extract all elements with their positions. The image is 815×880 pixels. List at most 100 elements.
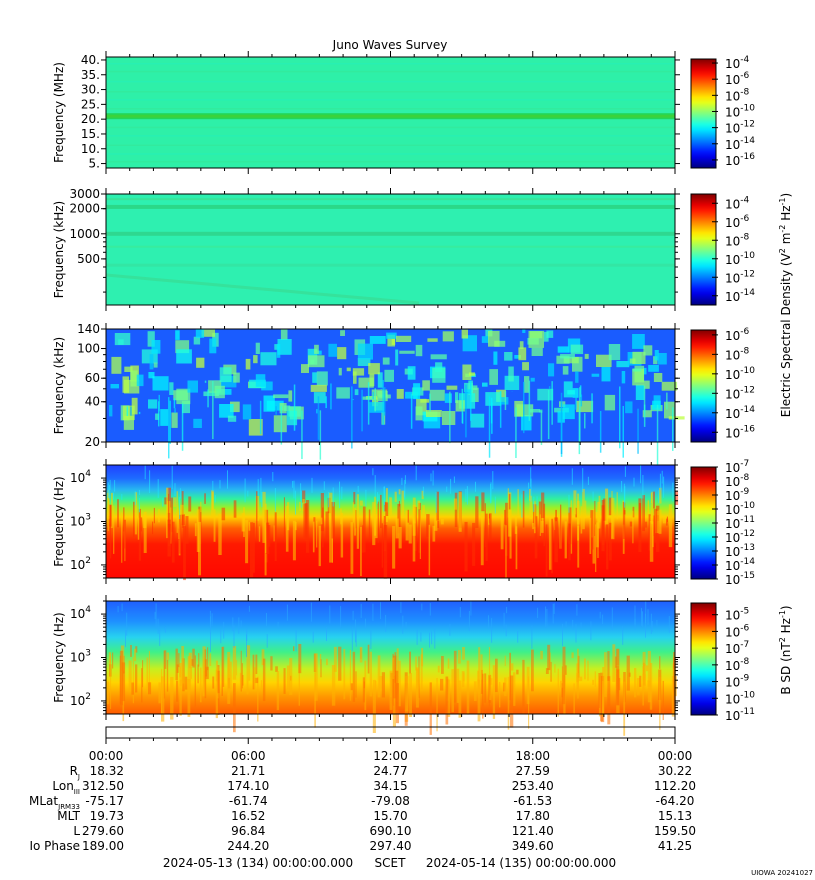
spectrogram-cell bbox=[193, 418, 202, 428]
spectrogram-cell bbox=[174, 483, 176, 496]
spectrogram-cell bbox=[252, 654, 255, 690]
spectrogram-cell bbox=[293, 646, 295, 652]
spectrogram-cell bbox=[222, 646, 225, 687]
spectrogram-cell bbox=[641, 607, 642, 626]
spectrogram-cell bbox=[465, 489, 467, 502]
spectrogram-cell bbox=[580, 506, 583, 534]
spectrogram-cell bbox=[492, 665, 496, 719]
spectrogram-cell bbox=[537, 388, 554, 401]
spectrogram-cell bbox=[420, 654, 423, 690]
spectrogram-cell bbox=[331, 502, 335, 539]
colorbar-tick-label: 10-9 bbox=[725, 674, 750, 690]
spectrogram-cell bbox=[384, 387, 386, 416]
spectrogram-cell bbox=[572, 619, 574, 630]
spectrogram-cell bbox=[435, 362, 443, 372]
spectrogram-cell bbox=[262, 658, 266, 702]
spectrogram-cell bbox=[181, 514, 185, 526]
spectrogram-cell bbox=[343, 649, 346, 700]
spectrogram-cell bbox=[622, 524, 625, 554]
spectrogram-cell bbox=[506, 606, 508, 614]
spectrogram-cell bbox=[553, 603, 555, 614]
spectrogram-cell bbox=[642, 495, 645, 532]
spectrogram-cell bbox=[242, 404, 252, 420]
spectrogram-cell bbox=[170, 497, 173, 533]
spectrogram-cell bbox=[236, 660, 238, 676]
spectrogram-cell bbox=[440, 519, 444, 525]
spectrogram-cell bbox=[363, 681, 365, 689]
spectrogram-cell bbox=[349, 650, 351, 701]
spectrogram-cell bbox=[121, 493, 123, 500]
spectrogram-cell bbox=[594, 671, 596, 687]
spectrogram-cell bbox=[643, 404, 646, 427]
colorbar-tick-label: 10-6 bbox=[725, 327, 750, 343]
spectrogram-cell bbox=[561, 683, 563, 698]
spectrogram-cell bbox=[475, 496, 479, 528]
y-tick-label: 35. bbox=[81, 68, 100, 82]
spectrogram-cell bbox=[372, 502, 376, 546]
spectrogram-cell bbox=[648, 365, 659, 372]
spectrogram-cell bbox=[257, 676, 259, 722]
spectrogram-cell bbox=[567, 390, 575, 395]
spectrogram-cell bbox=[397, 503, 401, 534]
spectrogram-cell bbox=[643, 380, 650, 389]
spectrogram-cell bbox=[121, 512, 123, 563]
spectrogram-cell bbox=[262, 491, 266, 543]
spectrogram-cell bbox=[532, 523, 534, 530]
spectrogram-cell bbox=[395, 349, 399, 366]
spectrogram-cell bbox=[672, 482, 674, 502]
spectrogram-cell bbox=[523, 381, 525, 434]
spectrogram-cell bbox=[522, 490, 525, 528]
spectrogram-cell bbox=[657, 353, 667, 365]
spectrogram-cell bbox=[591, 393, 593, 424]
ephemeris-value: 297.40 bbox=[370, 839, 412, 853]
spectrogram-cell bbox=[546, 330, 554, 338]
spectrogram-cell bbox=[572, 388, 579, 398]
ephemeris-value: 189.00 bbox=[82, 839, 124, 853]
spectrogram-cell bbox=[148, 372, 155, 379]
spectrogram-cell bbox=[109, 484, 110, 499]
spectrogram-cell bbox=[178, 653, 180, 668]
spectrogram-cell bbox=[247, 490, 249, 497]
spectrogram-cell bbox=[362, 525, 364, 553]
colorbar-tick-label: 10-6 bbox=[725, 71, 750, 87]
spectrogram-cell bbox=[316, 520, 318, 548]
spectrogram-cell bbox=[481, 336, 489, 343]
ephemeris-value: 27.59 bbox=[516, 764, 550, 778]
spectrogram-cell bbox=[140, 517, 143, 532]
spectrogram-cell bbox=[292, 520, 296, 561]
spectrogram-cell bbox=[449, 624, 451, 636]
spectrogram-cell bbox=[331, 665, 336, 706]
spectrogram-cell bbox=[158, 401, 160, 427]
spectrogram-cell bbox=[312, 372, 318, 383]
spectrogram-cell bbox=[240, 650, 242, 692]
spectrogram-cell bbox=[181, 646, 184, 684]
spectrogram-cell bbox=[377, 655, 381, 698]
y-tick-label: 102 bbox=[70, 556, 91, 572]
spectrogram-cell bbox=[239, 672, 242, 691]
spectrogram-cell bbox=[422, 505, 425, 518]
spectrogram-cell bbox=[288, 390, 293, 402]
spectrogram-cell bbox=[360, 527, 362, 577]
spectrogram-cell bbox=[276, 671, 280, 711]
spectrogram-cell bbox=[383, 486, 385, 512]
spectrogram-cell bbox=[122, 376, 129, 393]
spectrogram-cell bbox=[560, 392, 563, 454]
spectrogram-cell bbox=[184, 676, 188, 690]
spectrogram-cell bbox=[491, 618, 493, 643]
ephemeris-value: -61.53 bbox=[513, 794, 552, 808]
spectrogram-cell bbox=[672, 407, 674, 451]
colorbar-tick-label: 10-4 bbox=[725, 55, 750, 71]
spectrogram-cell bbox=[346, 367, 351, 372]
spectrogram-cell bbox=[354, 389, 359, 396]
spectrogram-cell bbox=[674, 490, 679, 505]
spectrogram-cell bbox=[123, 415, 134, 430]
spectrogram-cell bbox=[181, 403, 184, 451]
spectrogram-band bbox=[106, 108, 675, 110]
spectrogram-cell bbox=[211, 490, 214, 518]
time-tick-label: 06:00 bbox=[231, 749, 266, 763]
spectrogram-cell bbox=[656, 404, 659, 466]
spectrogram-cell bbox=[123, 519, 126, 549]
spectrogram-cell bbox=[592, 679, 595, 685]
spectrogram-cell bbox=[604, 652, 607, 697]
spectrogram-cell bbox=[608, 497, 612, 516]
